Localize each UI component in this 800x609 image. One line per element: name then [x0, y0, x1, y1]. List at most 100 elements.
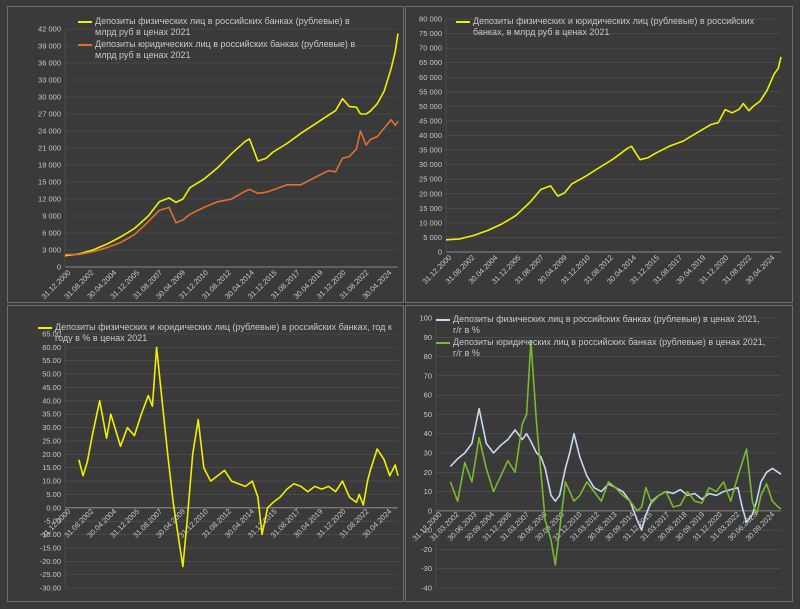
- y-tick-label: 15.00: [42, 463, 61, 472]
- y-tick-label: 40.00: [42, 396, 61, 405]
- series-line-1: [65, 118, 399, 256]
- y-tick-label: -5.00: [44, 517, 61, 526]
- chart-svg: 0 3 000 6 000 9 000 12 000 15 000 18 000 21 000…: [38, 25, 399, 301]
- legend-entry: Депозиты юридических лиц в российских ба…: [436, 337, 766, 359]
- y-tick-label: 10 000: [419, 218, 442, 227]
- legend-label: Депозиты юридических лиц в российских ба…: [95, 39, 356, 60]
- y-tick-label: 20: [424, 468, 432, 477]
- legend: Депозиты физических и юридических лиц (р…: [456, 16, 776, 39]
- y-tick-label: 60.00: [42, 343, 61, 352]
- y-tick-label: 90: [424, 333, 432, 342]
- y-tick-label: 39 000: [38, 42, 61, 51]
- y-tick-label: 12 000: [38, 195, 61, 204]
- y-tick-label: 65.00: [42, 330, 61, 339]
- legend-swatch: [78, 44, 92, 46]
- y-tick-label: -10: [421, 526, 432, 535]
- y-tick-label: 0: [428, 506, 432, 515]
- y-tick-label: -30: [421, 564, 432, 573]
- y-tick-label: 10.00: [42, 477, 61, 486]
- y-tick-label: 30 000: [419, 160, 442, 169]
- legend-entry: Депозиты юридических лиц в российских ба…: [78, 39, 368, 61]
- y-tick-label: 40: [424, 429, 432, 438]
- y-tick-label: 0: [438, 248, 442, 257]
- series-line-0: [64, 33, 399, 257]
- chart-panel-bottom-left: -30.00 -25.00 -20.00 -15.00 -10.00 -5.00 0.00 5…: [7, 305, 404, 602]
- y-tick-label: 65 000: [419, 58, 442, 67]
- y-tick-label: 70 000: [419, 44, 442, 53]
- legend-entry: Депозиты физических и юридических лиц (р…: [38, 322, 398, 344]
- y-tick-label: 45 000: [419, 116, 442, 125]
- y-tick-label: 80 000: [419, 15, 442, 24]
- legend-label: Депозиты физических и юридических лиц (р…: [55, 322, 392, 343]
- legend-swatch: [436, 342, 450, 344]
- legend-entry: Депозиты физических лиц в российских бан…: [78, 16, 368, 38]
- y-tick-label: 50.00: [42, 370, 61, 379]
- legend-swatch: [456, 21, 470, 23]
- y-tick-label: 60: [424, 391, 432, 400]
- y-tick-label: 35 000: [419, 146, 442, 155]
- y-tick-label: 50: [424, 410, 432, 419]
- legend: Депозиты физических и юридических лиц (р…: [38, 322, 398, 345]
- y-tick-label: 36 000: [38, 59, 61, 68]
- series-line-0: [78, 346, 399, 568]
- y-tick-label: -20: [421, 545, 432, 554]
- chart-svg: -40-30-20-10010203040506070809010031.12.…: [411, 314, 782, 593]
- y-tick-label: 42 000: [38, 25, 61, 34]
- chart-panel-bottom-right: -40 -30 -20 -10 0 10 20 30 40 50 60 70 80 90 100 31.12.…: [405, 305, 793, 602]
- y-tick-label: 30.00: [42, 423, 61, 432]
- y-tick-label: 0.00: [46, 503, 61, 512]
- y-tick-label: 6 000: [42, 229, 61, 238]
- chart-svg: 0 5 000 10 000 15 000 20 000 25 000 30 000 35 0…: [419, 15, 782, 286]
- y-tick-label: 25.00: [42, 436, 61, 445]
- y-tick-label: 33 000: [38, 76, 61, 85]
- y-tick-label: 9 000: [42, 212, 61, 221]
- y-tick-label: 18 000: [38, 161, 61, 170]
- y-tick-label: 0: [57, 263, 61, 272]
- y-tick-label: 55 000: [419, 87, 442, 96]
- y-tick-label: -10.00: [40, 530, 61, 539]
- y-tick-label: 27 000: [38, 110, 61, 119]
- y-tick-label: 5 000: [423, 233, 442, 242]
- y-tick-label: 30: [424, 449, 432, 458]
- legend: Депозиты физических лиц в российских бан…: [78, 16, 368, 62]
- chart-svg: -30.00 -25.00 -20.00 -15.00 -10.00 -5.00 0.00 5…: [40, 330, 399, 593]
- y-tick-label: 50 000: [419, 102, 442, 111]
- legend: Депозиты физических лиц в российских бан…: [436, 314, 766, 360]
- series-line-1: [449, 340, 782, 566]
- legend-label: Депозиты физических и юридических лиц (р…: [473, 16, 755, 37]
- y-tick-label: 15 000: [38, 178, 61, 187]
- legend-label: Депозиты физических лиц в российских бан…: [95, 16, 350, 37]
- y-tick-label: 10: [424, 487, 432, 496]
- y-tick-label: 30 000: [38, 93, 61, 102]
- series-line-0: [449, 407, 782, 531]
- y-tick-label: 55.00: [42, 356, 61, 365]
- legend-entry: Депозиты физических и юридических лиц (р…: [456, 16, 776, 38]
- y-tick-label: 40 000: [419, 131, 442, 140]
- legend-swatch: [38, 327, 52, 329]
- y-tick-label: -15.00: [40, 543, 61, 552]
- y-tick-label: 25 000: [419, 175, 442, 184]
- y-tick-label: 80: [424, 352, 432, 361]
- chart-panel-top-left: 0 3 000 6 000 9 000 12 000 15 000 18 000 21 000…: [7, 6, 404, 303]
- y-tick-label: -25.00: [40, 570, 61, 579]
- y-tick-label: 75 000: [419, 29, 442, 38]
- legend-label: Депозиты юридических лиц в российских ба…: [453, 337, 766, 358]
- y-tick-label: 45.00: [42, 383, 61, 392]
- y-tick-label: 20.00: [42, 450, 61, 459]
- chart-panel-top-right: 0 5 000 10 000 15 000 20 000 25 000 30 000 35 0…: [405, 6, 793, 303]
- y-tick-label: 35.00: [42, 410, 61, 419]
- y-tick-label: 60 000: [419, 73, 442, 82]
- y-tick-label: 100: [419, 314, 432, 323]
- y-tick-label: 5.00: [46, 490, 61, 499]
- y-tick-label: -20.00: [40, 557, 61, 566]
- y-tick-label: 3 000: [42, 246, 61, 255]
- legend-swatch: [436, 319, 450, 321]
- y-tick-label: -40: [421, 584, 432, 593]
- legend-entry: Депозиты физических лиц в российских бан…: [436, 314, 766, 336]
- y-tick-label: 20 000: [419, 189, 442, 198]
- y-tick-label: 70: [424, 371, 432, 380]
- legend-swatch: [78, 21, 92, 23]
- y-tick-label: 21 000: [38, 144, 61, 153]
- y-tick-label: -30.00: [40, 584, 61, 593]
- series-line-0: [445, 56, 782, 241]
